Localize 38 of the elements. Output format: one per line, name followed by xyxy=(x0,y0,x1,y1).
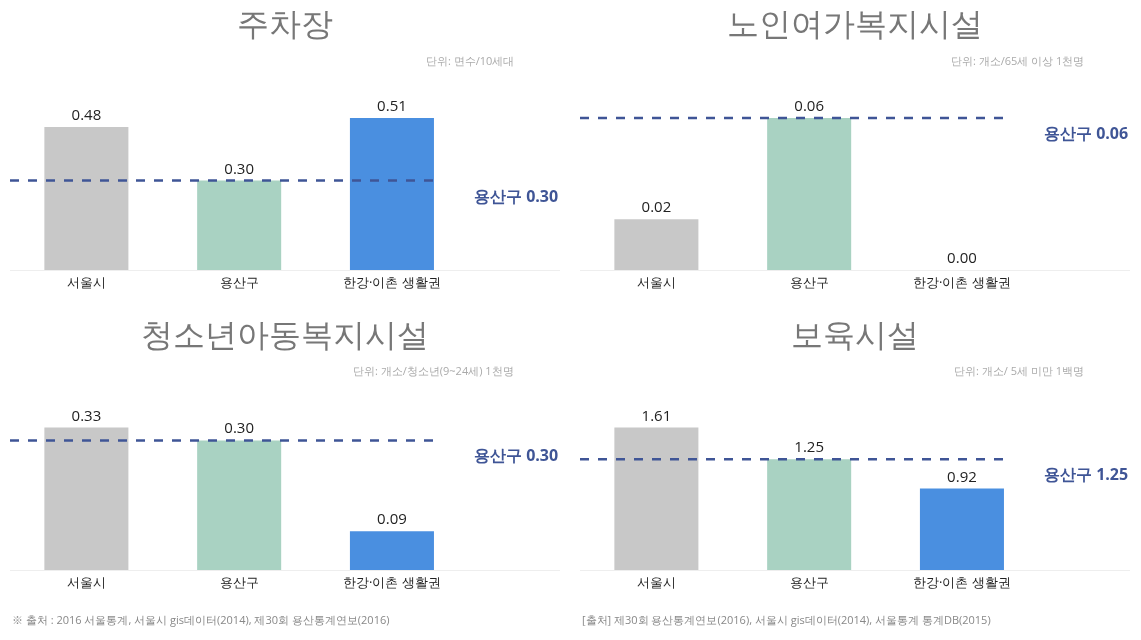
text: ※ 출처 : 2016 서울통계, 서울시 gis데이터(2014), 제30회 용산통계연보(2016) xyxy=(12,612,390,627)
data-label: 0.51 xyxy=(377,95,407,115)
x-tick-label: 서울시 xyxy=(66,272,106,291)
x-tick-label: 서울시 xyxy=(636,272,676,291)
x-tick-label: 한강·이촌 생활권 xyxy=(913,572,1011,591)
chart-subtitle: 단위: 개소/청소년(9~24세) 1천명 xyxy=(353,363,514,378)
ref-line-label: 용산구 1.25 xyxy=(1044,463,1129,485)
chart-subtitle: 단위: 개소/ 5세 미만 1백명 xyxy=(954,363,1084,378)
data-label: 0.48 xyxy=(71,103,102,124)
x-tick-label: 한강·이촌 생활권 xyxy=(913,272,1011,291)
data-label: 0.30 xyxy=(224,417,254,438)
data-label: 0.30 xyxy=(224,157,254,178)
data-label: 1.61 xyxy=(641,404,672,425)
data-label: 1.25 xyxy=(794,436,824,457)
x-tick-label: 용산구 xyxy=(219,272,259,291)
data-label: 0.06 xyxy=(794,95,824,115)
chart-subtitle: 단위: 면수/10세대 xyxy=(426,53,515,68)
data-label: 0.33 xyxy=(71,404,102,425)
chart-title: 보육시설 xyxy=(791,311,919,355)
chart-title: 노인여가복지시설 xyxy=(727,0,983,44)
chart-subtitle: 단위: 개소/65세 이상 1천명 xyxy=(951,53,1085,68)
ref-line-label: 용산구 0.30 xyxy=(474,444,559,466)
data-label: 0.02 xyxy=(641,196,672,217)
data-label: 0.92 xyxy=(947,465,977,486)
x-tick-label: 한강·이촌 생활권 xyxy=(343,272,441,291)
x-tick-label: 서울시 xyxy=(66,572,106,591)
ref-line-label: 용산구 0.30 xyxy=(474,185,559,207)
ref-line-label: 용산구 0.06 xyxy=(1044,122,1129,144)
x-tick-label: 용산구 xyxy=(789,272,829,291)
text: [출처] 제30회 용산통계연보(2016), 서울시 gis데이터(2014), 서울통계 통계DB(2015) xyxy=(582,612,991,627)
data-label: 0.00 xyxy=(947,247,977,267)
x-tick-label: 용산구 xyxy=(789,572,829,591)
x-tick-label: 용산구 xyxy=(219,572,259,591)
chart-title: 주차장 xyxy=(237,0,333,44)
x-tick-label: 서울시 xyxy=(636,572,676,591)
data-label: 0.09 xyxy=(377,508,407,529)
x-tick-label: 한강·이촌 생활권 xyxy=(343,572,441,591)
chart-title: 청소년아동복지시설 xyxy=(141,311,429,355)
